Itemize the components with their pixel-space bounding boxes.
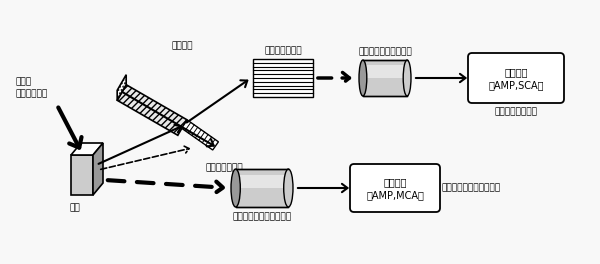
Bar — [253, 59, 313, 97]
Text: （波長分散方式）: （波長分散方式） — [494, 107, 538, 116]
Text: ソーラスリット: ソーラスリット — [264, 46, 302, 55]
Bar — [363, 60, 407, 96]
Text: （AMP,SCA）: （AMP,SCA） — [488, 80, 544, 90]
Ellipse shape — [403, 60, 411, 96]
Polygon shape — [182, 120, 218, 150]
Text: 試料: 試料 — [69, 203, 80, 212]
FancyBboxPatch shape — [468, 53, 564, 103]
Text: ソーラスリット: ソーラスリット — [205, 163, 242, 172]
Bar — [236, 175, 289, 188]
FancyBboxPatch shape — [350, 164, 440, 212]
Polygon shape — [93, 143, 103, 195]
Text: 計測回路: 計測回路 — [504, 67, 528, 77]
Text: 検出器（半導体検出器）: 検出器（半導体検出器） — [232, 212, 292, 221]
Text: 電子線
あるいはＸ線: 電子線 あるいはＸ線 — [15, 78, 47, 98]
Text: 検出器（比例計数管）: 検出器（比例計数管） — [358, 47, 412, 56]
Text: 分光結晶: 分光結晶 — [172, 41, 193, 50]
Ellipse shape — [231, 169, 240, 207]
Ellipse shape — [359, 60, 367, 96]
Polygon shape — [71, 155, 93, 195]
Bar — [363, 65, 407, 78]
Text: 計測回路: 計測回路 — [383, 177, 407, 187]
Polygon shape — [117, 85, 187, 135]
Polygon shape — [117, 75, 126, 100]
Text: （AMP,MCA）: （AMP,MCA） — [366, 190, 424, 200]
Bar — [236, 169, 289, 207]
Text: （エネルギー分散方式）: （エネルギー分散方式） — [442, 183, 501, 192]
Ellipse shape — [284, 169, 293, 207]
Polygon shape — [71, 143, 103, 155]
